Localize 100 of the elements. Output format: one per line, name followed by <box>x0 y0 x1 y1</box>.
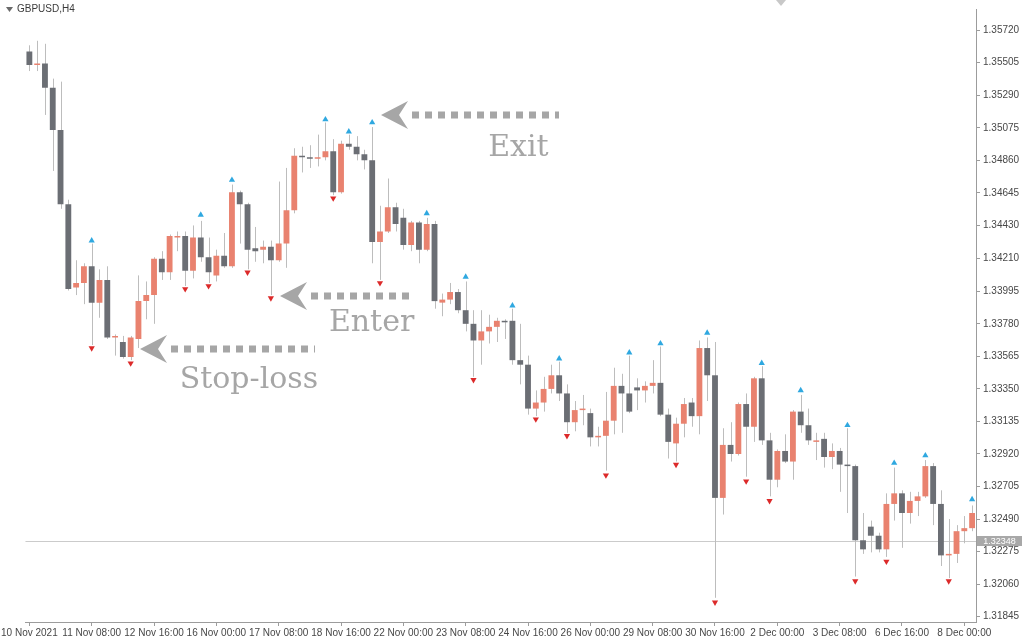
candlestick <box>80 262 87 305</box>
point <box>88 346 95 352</box>
candlestick <box>875 532 882 553</box>
point <box>228 176 236 182</box>
point <box>205 284 212 290</box>
candlestick <box>680 397 687 438</box>
point <box>672 462 680 469</box>
y-tick-label: 1.32060 <box>983 577 1020 589</box>
candlestick <box>821 432 827 469</box>
candlestick <box>377 205 383 281</box>
candlestick <box>260 240 267 264</box>
candlestick <box>836 447 843 493</box>
candlestick <box>556 361 563 402</box>
candlestick <box>603 391 609 472</box>
x-tick-label: 8 Dec 00:00 <box>937 626 992 638</box>
point <box>766 499 773 505</box>
point <box>182 287 189 293</box>
candlestick <box>782 433 789 464</box>
x-tick-label: 2 Dec 00:00 <box>750 626 805 638</box>
point <box>322 115 329 122</box>
candlestick <box>891 467 898 522</box>
candlestick <box>127 335 134 361</box>
y-tick-label: 1.32275 <box>983 545 1020 557</box>
point <box>945 579 952 585</box>
candlestick <box>197 220 204 263</box>
point <box>602 473 610 479</box>
point <box>563 434 571 440</box>
x-tick-label: 12 Nov 16:00 <box>124 626 185 638</box>
candlestick <box>26 44 33 72</box>
candlestick <box>454 288 461 314</box>
x-tick-label: 17 Nov 08:00 <box>248 626 309 638</box>
y-tick-label: 1.32490 <box>983 512 1020 524</box>
candlestick <box>797 394 804 434</box>
y-tick-label: 1.35720 <box>983 23 1020 35</box>
point <box>462 273 469 279</box>
candlestick <box>860 512 866 555</box>
candlestick <box>899 489 905 549</box>
y-tick-label: 1.33995 <box>983 285 1020 297</box>
point <box>758 359 765 365</box>
candlestick <box>478 309 485 366</box>
y-tick-label: 1.34430 <box>983 219 1020 231</box>
y-tick-label: 1.35290 <box>983 89 1020 101</box>
candlestick <box>517 323 524 385</box>
y-tick-label: 1.31845 <box>983 610 1020 622</box>
candlestick <box>34 40 41 72</box>
candlestick <box>462 280 469 332</box>
y-tick-label: 1.33135 <box>983 415 1020 427</box>
y-tick-label: 1.33565 <box>983 350 1020 362</box>
candlestick <box>353 135 360 161</box>
candlestick <box>813 432 820 461</box>
ref-line-label: 1.32348 <box>983 535 1016 546</box>
candlestick <box>267 240 274 296</box>
x-tick-label: 18 Nov 16:00 <box>311 626 372 638</box>
point <box>470 378 477 384</box>
point <box>376 281 384 287</box>
point <box>197 211 204 217</box>
y-tick-label: 1.32705 <box>983 480 1020 492</box>
y-tick-label: 1.33780 <box>983 317 1020 329</box>
annotation: Exit <box>488 128 549 163</box>
candlestick <box>306 144 313 169</box>
point <box>891 459 898 465</box>
point <box>844 421 851 428</box>
point <box>704 329 711 335</box>
x-tick-label: 26 Nov 00:00 <box>560 626 621 638</box>
candlestick <box>867 520 874 553</box>
candlestick <box>906 491 913 525</box>
y-tick-label: 1.34860 <box>983 154 1020 166</box>
candlestick <box>275 181 282 263</box>
x-tick-label: 23 Nov 08:00 <box>435 626 496 638</box>
annotation: Enter <box>328 303 415 338</box>
x-tick-label: 6 Dec 16:00 <box>875 626 930 638</box>
x-tick-label: 11 Nov 08:00 <box>62 626 122 638</box>
candlestick <box>649 359 656 394</box>
candlestick <box>158 250 165 281</box>
x-tick-label: 29 Nov 08:00 <box>622 626 683 638</box>
candlestick <box>236 190 243 245</box>
candlestick <box>143 280 150 320</box>
point <box>968 495 976 502</box>
candlestick <box>571 400 578 432</box>
x-tick-label: 16 Nov 00:00 <box>186 626 247 638</box>
y-tick-label: 1.35075 <box>983 121 1020 133</box>
chart-title: GBPUSD,H4 <box>17 3 75 15</box>
y-tick-label: 1.34645 <box>983 186 1020 198</box>
candlestick <box>213 249 220 282</box>
point <box>127 361 134 367</box>
candlestick <box>914 491 921 517</box>
y-tick-label: 1.34210 <box>983 252 1020 264</box>
candlestick <box>408 220 415 252</box>
point <box>532 417 539 423</box>
point <box>267 296 275 302</box>
candlestick <box>532 389 539 417</box>
candlestick <box>540 376 547 413</box>
candlestick <box>252 226 259 263</box>
candlestick <box>361 149 368 170</box>
candlestick <box>447 282 454 305</box>
y-tick-label: 1.32920 <box>983 447 1020 459</box>
x-tick-label: 3 Dec 08:00 <box>812 626 868 638</box>
candlestick <box>626 355 633 414</box>
candlestick <box>634 377 641 411</box>
x-tick-label: 30 Nov 16:00 <box>685 626 746 638</box>
